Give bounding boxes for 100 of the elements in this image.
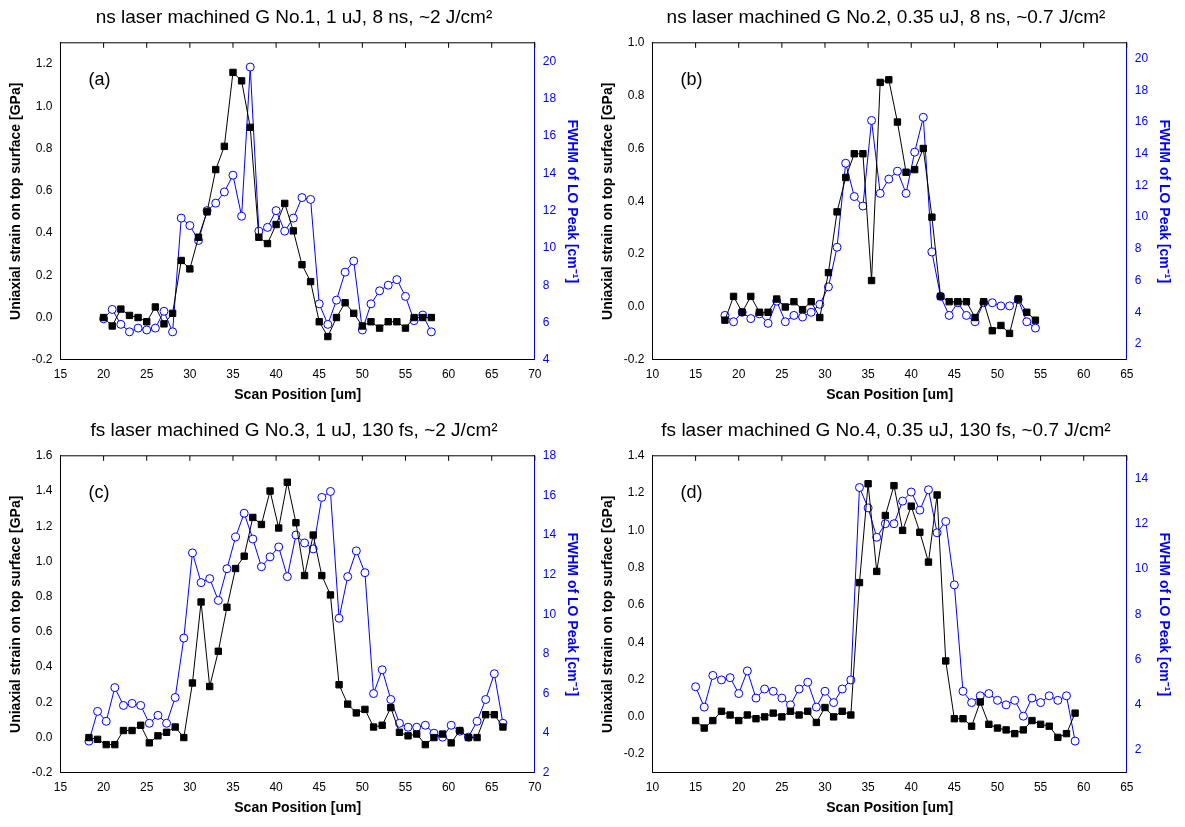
y-tick-label: -0.2 <box>623 746 645 761</box>
y2-tick-label: 14 <box>1134 470 1149 485</box>
y2-tick-label: 10 <box>542 606 557 621</box>
y2-tick-label: 20 <box>1134 50 1149 65</box>
x-tick-label: 40 <box>269 367 284 382</box>
y-axis-title: Uniaxial strain on top surface [GPa] <box>599 82 616 320</box>
y-tick-label: 0.2 <box>35 267 53 282</box>
y-tick-label: 1.0 <box>627 35 645 50</box>
y-tick-label: 1.2 <box>627 485 645 500</box>
y2-axis-title: FWHM of LO Peak [cm⁻¹] <box>564 532 581 697</box>
chart-title: fs laser machined G No.3, 1 uJ, 130 fs, ~2 J/cm² <box>90 418 498 440</box>
x-tick-label: 50 <box>990 367 1005 382</box>
x-tick-label: 45 <box>947 367 962 382</box>
x-tick-label: 20 <box>732 367 746 382</box>
chart-title: ns laser machined G No.2, 0.35 uJ, 8 ns, ~0.7 J/cm² <box>666 5 1106 27</box>
y2-tick-label: 16 <box>1134 114 1149 129</box>
y-tick-label: 0.4 <box>627 634 645 649</box>
x-tick-label: 55 <box>1033 367 1048 382</box>
x-tick-label: 30 <box>183 367 197 382</box>
y-tick-label: 0.4 <box>35 225 53 240</box>
chart-title: fs laser machined G No.4, 0.35 uJ, 130 fs, ~0.7 J/cm² <box>661 418 1111 440</box>
y2-tick-label: 4 <box>542 725 550 740</box>
y2-tick-label: 4 <box>542 352 550 367</box>
y-tick-label: 0.6 <box>627 597 645 612</box>
x-tick-label: 65 <box>1120 780 1134 795</box>
y2-tick-label: 16 <box>542 128 557 143</box>
x-axis-title: Scan Position [um] <box>826 386 954 403</box>
x-axis-title: Scan Position [um] <box>234 799 362 816</box>
y-tick-label: 0.0 <box>35 309 53 324</box>
y2-tick-label: 20 <box>542 53 557 68</box>
y-axis-title: Uniaxial strain on top surface [GPa] <box>7 82 24 320</box>
y2-tick-label: 12 <box>1134 516 1149 531</box>
x-tick-label: 50 <box>990 780 1005 795</box>
x-tick-label: 10 <box>645 780 660 795</box>
x-tick-label: 25 <box>775 780 789 795</box>
x-tick-label: 55 <box>398 780 413 795</box>
x-tick-label: 25 <box>140 367 154 382</box>
y2-tick-label: 2 <box>1134 336 1142 351</box>
annotation: (d) <box>680 481 703 502</box>
y2-tick-label: 6 <box>542 314 550 329</box>
y2-tick-label: 18 <box>542 448 557 463</box>
y-tick-label: 1.6 <box>35 448 53 463</box>
x-tick-label: 60 <box>441 780 456 795</box>
x-axis-title: Scan Position [um] <box>234 386 362 403</box>
x-tick-label: 45 <box>312 780 327 795</box>
x-tick-label: 65 <box>485 367 499 382</box>
x-tick-label: 30 <box>183 780 197 795</box>
x-tick-label: 35 <box>226 780 240 795</box>
annotation: (b) <box>680 68 703 89</box>
y-tick-label: -0.2 <box>31 352 53 367</box>
x-tick-label: 55 <box>1033 780 1048 795</box>
y2-tick-label: 2 <box>542 765 550 780</box>
y-tick-label: -0.2 <box>623 352 645 367</box>
y-tick-label: 1.0 <box>35 98 53 113</box>
y2-tick-label: 18 <box>1134 82 1149 97</box>
y-tick-label: 1.2 <box>35 518 53 533</box>
y-tick-label: 0.8 <box>35 589 53 603</box>
y2-tick-label: 14 <box>1134 146 1149 161</box>
chart-title: ns laser machined G No.1, 1 uJ, 8 ns, ~2 J/cm² <box>95 5 493 27</box>
y-tick-label: 0.6 <box>35 183 53 198</box>
y2-tick-label: 2 <box>1134 742 1142 757</box>
y-tick-label: 0.6 <box>35 624 53 639</box>
y2-tick-label: 18 <box>542 91 557 106</box>
y-tick-label: 0.2 <box>627 671 645 686</box>
x-tick-label: 60 <box>1077 367 1091 382</box>
y2-tick-label: 12 <box>542 566 557 581</box>
x-tick-label: 25 <box>775 367 789 382</box>
y2-axis-title: FWHM of LO Peak [cm⁻¹] <box>1156 119 1173 284</box>
y2-tick-label: 6 <box>1134 651 1142 666</box>
y2-tick-label: 14 <box>542 165 557 180</box>
y-axis-title: Uniaxial strain on top surface [GPa] <box>599 495 616 733</box>
x-tick-label: 20 <box>96 367 111 382</box>
x-tick-label: 50 <box>355 367 370 382</box>
y2-tick-label: 8 <box>542 277 550 292</box>
x-tick-label: 15 <box>53 367 68 382</box>
annotation: (a) <box>88 68 111 89</box>
x-tick-label: 35 <box>861 367 876 382</box>
x-tick-label: 50 <box>355 780 370 795</box>
y2-tick-label: 14 <box>542 527 557 542</box>
y2-tick-label: 4 <box>1134 697 1142 712</box>
y2-tick-label: 10 <box>1134 209 1149 224</box>
y2-tick-label: 6 <box>1134 272 1142 287</box>
x-tick-label: 60 <box>1077 780 1091 795</box>
x-tick-label: 70 <box>528 367 542 382</box>
y-tick-label: 0.8 <box>627 87 645 102</box>
y-tick-label: 1.0 <box>627 522 645 537</box>
y-tick-label: -0.2 <box>31 765 53 780</box>
x-tick-label: 55 <box>398 367 413 382</box>
x-tick-label: 20 <box>96 780 111 795</box>
x-tick-label: 40 <box>269 780 284 795</box>
x-tick-label: 25 <box>140 780 154 795</box>
annotation: (c) <box>88 481 110 502</box>
y2-tick-label: 12 <box>542 202 557 217</box>
x-tick-label: 30 <box>818 780 832 795</box>
y-tick-label: 1.4 <box>627 448 645 463</box>
x-tick-label: 30 <box>818 367 832 382</box>
y-tick-label: 0.0 <box>35 729 53 744</box>
y-tick-label: 0.0 <box>627 299 645 314</box>
x-tick-label: 45 <box>312 367 327 382</box>
x-tick-label: 15 <box>53 780 68 795</box>
